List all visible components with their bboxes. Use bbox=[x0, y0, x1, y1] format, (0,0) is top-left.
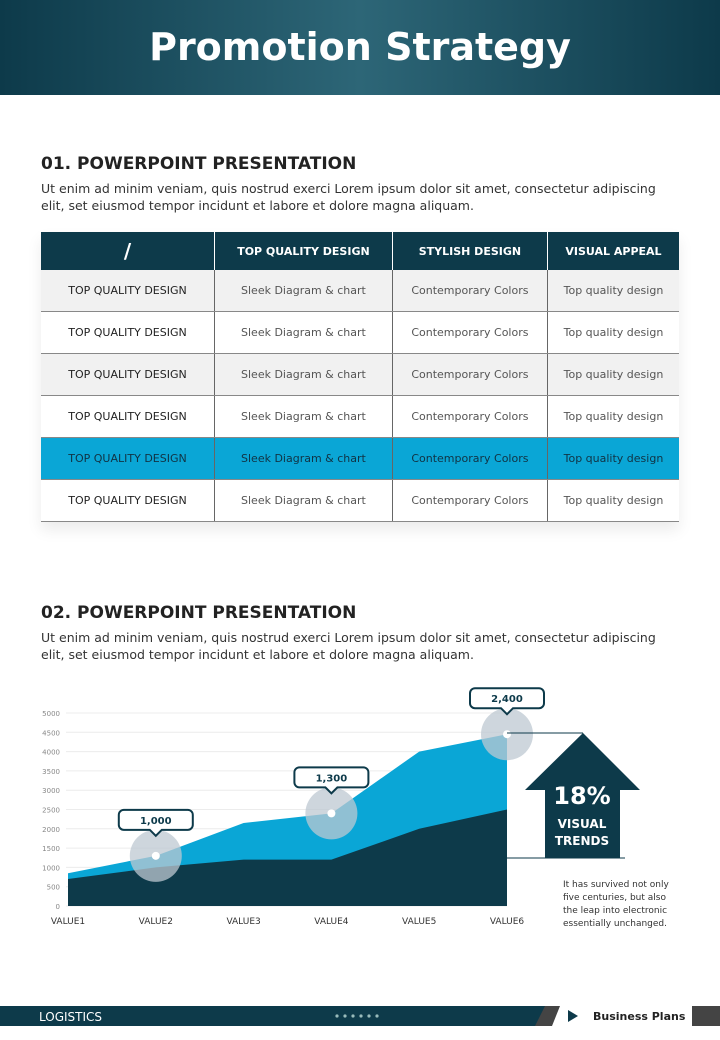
y-tick-label: 5000 bbox=[42, 710, 60, 718]
note: five centuries, but also bbox=[563, 893, 666, 903]
cell: TOP QUALITY DESIGN bbox=[41, 437, 215, 480]
y-tick-label: 3000 bbox=[42, 787, 60, 795]
header-cell: / bbox=[41, 232, 215, 270]
x-tick-label: VALUE6 bbox=[490, 917, 525, 927]
cell: Sleek Diagram & chart bbox=[214, 479, 393, 522]
cell: TOP QUALITY DESIGN bbox=[41, 270, 215, 312]
cell: Top quality design bbox=[546, 353, 679, 396]
row: TOP QUALITY DESIGN Sleek Diagram & chart C… bbox=[41, 353, 679, 396]
section: 02. POWERPOINT PRESENTATION Ut enim ad m… bbox=[41, 603, 681, 663]
section: 01. POWERPOINT PRESENTATION Ut enim ad m… bbox=[41, 154, 681, 214]
y-tick-label: 1000 bbox=[42, 864, 60, 872]
cell: TOP QUALITY DESIGN bbox=[41, 311, 215, 354]
cell: Contemporary Colors bbox=[391, 395, 548, 438]
header-cell: VISUAL APPEAL bbox=[546, 232, 679, 270]
cell: Top quality design bbox=[546, 437, 679, 480]
y-tick-label: 4500 bbox=[42, 729, 60, 737]
x-tick-label: VALUE3 bbox=[226, 917, 260, 927]
paragraph: Ut enim ad minim veniam, quis nostrud ex… bbox=[41, 181, 656, 213]
cell: Contemporary Colors bbox=[391, 270, 548, 312]
y-tick-label: 2000 bbox=[42, 826, 60, 834]
footer-arrow bbox=[568, 1010, 578, 1022]
cell: Sleek Diagram & chart bbox=[214, 395, 393, 438]
footer-block bbox=[692, 1006, 720, 1026]
header-cell: TOP QUALITY DESIGN bbox=[214, 232, 393, 270]
cell: Top quality design bbox=[546, 479, 679, 522]
x-tick-label: VALUE4 bbox=[314, 917, 349, 927]
y-tick-label: 0 bbox=[56, 903, 60, 911]
header-cell: STYLISH DESIGN bbox=[391, 232, 548, 270]
callout bbox=[469, 687, 545, 716]
y-tick-label: 1500 bbox=[42, 845, 60, 853]
footer-dots bbox=[335, 1014, 379, 1018]
badge-arrow bbox=[525, 733, 640, 858]
cell: Sleek Diagram & chart bbox=[214, 437, 393, 480]
x-tick-label: VALUE5 bbox=[402, 917, 436, 927]
y-tick-label: 500 bbox=[47, 884, 60, 892]
heading: 01. POWERPOINT PRESENTATION bbox=[41, 154, 357, 174]
footer-bar bbox=[0, 1006, 545, 1026]
note: the leap into electronic bbox=[563, 906, 667, 916]
footer-left: LOGISTICS bbox=[39, 1010, 102, 1024]
cell: Sleek Diagram & chart bbox=[214, 270, 393, 312]
callout-label: 1,000 bbox=[140, 816, 172, 827]
y-tick-label: 3500 bbox=[42, 768, 60, 776]
row: TOP QUALITY DESIGN Sleek Diagram & chart C… bbox=[41, 395, 679, 438]
row: TOP QUALITY DESIGN Sleek Diagram & chart C… bbox=[41, 479, 679, 522]
chart: 0 500 1000 1500 2000 2500 3000 3500 4000 4500 5000… bbox=[42, 687, 669, 929]
badge-value: 18% bbox=[553, 782, 610, 810]
badge-line: TRENDS bbox=[555, 834, 609, 848]
callout-label: 1,300 bbox=[316, 773, 348, 784]
y-tick-label: 4000 bbox=[42, 749, 60, 757]
cell: Sleek Diagram & chart bbox=[214, 353, 393, 396]
x-tick-label: VALUE2 bbox=[139, 917, 173, 927]
cell: TOP QUALITY DESIGN bbox=[41, 353, 215, 396]
callout-label: 2,400 bbox=[491, 694, 523, 705]
dot bbox=[151, 851, 160, 860]
row: TOP QUALITY DESIGN Sleek Diagram & chart C… bbox=[41, 270, 679, 312]
y-tick-label: 2500 bbox=[42, 807, 60, 815]
header: Promotion Strategy bbox=[0, 0, 720, 95]
table: / TOP QUALITY DESIGN STYLISH DESIGN VISUAL … bbox=[41, 232, 679, 522]
heading: 02. POWERPOINT PRESENTATION bbox=[41, 603, 357, 623]
cell: Sleek Diagram & chart bbox=[214, 311, 393, 354]
callout bbox=[293, 766, 370, 795]
cell: Top quality design bbox=[546, 270, 679, 312]
dot bbox=[327, 809, 336, 818]
badge-line: VISUAL bbox=[558, 817, 607, 831]
x-tick-label: VALUE1 bbox=[51, 917, 85, 927]
cell: Contemporary Colors bbox=[391, 437, 548, 480]
header-row: / TOP QUALITY DESIGN STYLISH DESIGN VISUAL … bbox=[41, 232, 679, 270]
cell: Contemporary Colors bbox=[391, 479, 548, 522]
row: TOP QUALITY DESIGN Sleek Diagram & chart C… bbox=[41, 311, 679, 354]
footer-right: Business Plans bbox=[593, 1010, 686, 1023]
footer: LOGISTICS Business Plans bbox=[0, 1006, 720, 1026]
row: TOP QUALITY DESIGN Sleek Diagram & chart C… bbox=[41, 437, 679, 480]
footer-accent bbox=[535, 1006, 560, 1026]
cell: Contemporary Colors bbox=[391, 311, 548, 354]
note: essentially unchanged. bbox=[563, 919, 667, 929]
cell: Top quality design bbox=[546, 311, 679, 354]
dot bbox=[503, 730, 511, 739]
area bbox=[68, 809, 507, 906]
cell: TOP QUALITY DESIGN bbox=[41, 395, 215, 438]
note: It has survived not only bbox=[563, 880, 669, 890]
paragraph: Ut enim ad minim veniam, quis nostrud ex… bbox=[41, 630, 656, 662]
cell: TOP QUALITY DESIGN bbox=[41, 479, 215, 522]
title: Promotion Strategy bbox=[149, 25, 571, 69]
cell: Contemporary Colors bbox=[391, 353, 548, 396]
callout bbox=[117, 808, 194, 838]
cell: Top quality design bbox=[546, 395, 679, 438]
